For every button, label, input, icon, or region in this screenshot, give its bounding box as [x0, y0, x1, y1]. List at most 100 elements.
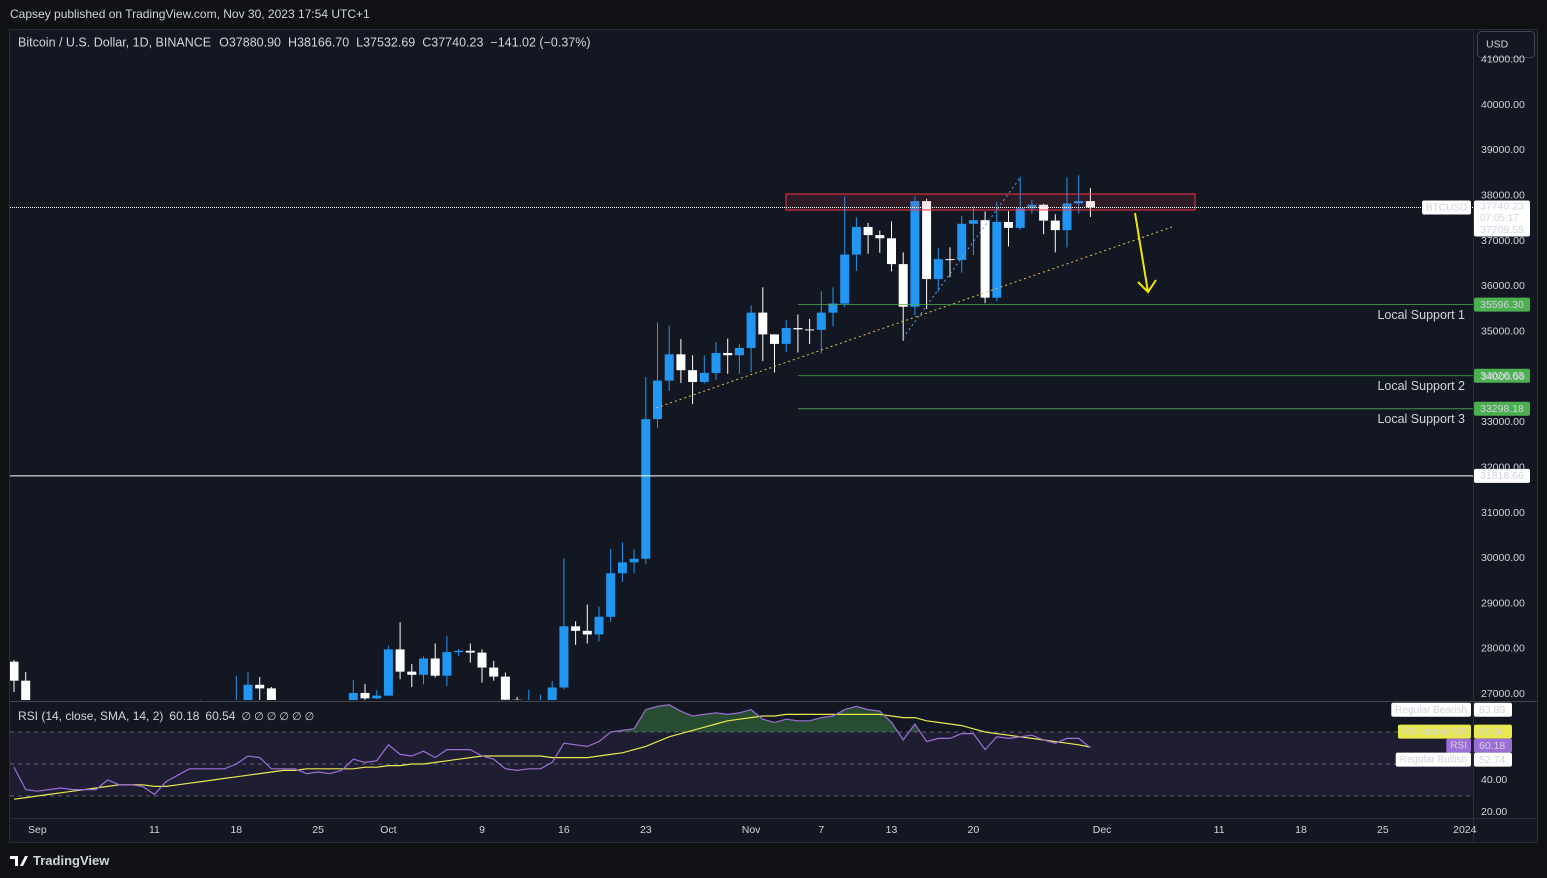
y-tick-label: 32000.00	[1481, 461, 1525, 473]
x-tick-label: 18	[230, 824, 242, 836]
candle-body	[828, 303, 838, 313]
x-tick-label: 9	[479, 824, 485, 836]
y-tick-label: 41000.00	[1481, 53, 1525, 65]
y-tick-label: 27000.00	[1481, 688, 1525, 700]
y-tick-label: 34000.00	[1481, 371, 1525, 383]
rsi-tick-label: 40.00	[1481, 774, 1507, 786]
rsi-value-tag	[1474, 702, 1512, 717]
candle-body	[734, 347, 744, 356]
last-price-tag	[1474, 200, 1530, 237]
candle-body	[992, 221, 1002, 298]
rsi-name-label: Regular Bullish	[1400, 755, 1467, 766]
candle-body	[664, 354, 674, 381]
x-tick-label: 2024	[1453, 824, 1477, 836]
currency-label[interactable]: USD	[1486, 38, 1509, 50]
candle-body	[547, 687, 557, 700]
y-tick-label: 28000.00	[1481, 643, 1525, 655]
candle-body	[816, 312, 826, 330]
candle-body	[419, 658, 428, 675]
price-pane	[10, 175, 1095, 700]
x-tick-label: 23	[640, 824, 652, 836]
candle-body	[805, 329, 815, 331]
candle-body	[21, 680, 31, 700]
price-tag-label: 33298.18	[1480, 403, 1524, 415]
candle-body	[851, 226, 861, 255]
y-tick-label: 33000.00	[1481, 416, 1525, 428]
candle-body	[1085, 201, 1095, 208]
ohlc-value: C37740.23	[422, 35, 483, 49]
x-tick-label: 13	[886, 824, 898, 836]
candle-body	[430, 658, 440, 676]
resistance-zone	[785, 193, 1196, 211]
candle-body	[1027, 204, 1037, 209]
candle-body	[266, 688, 276, 700]
rsi-name-tag	[1446, 738, 1471, 753]
rsi-legend-icons: ∅ ∅ ∅ ∅ ∅ ∅	[241, 711, 314, 723]
rsi-name-label: Regular Bearish	[1395, 705, 1467, 716]
candle-body	[606, 573, 616, 617]
x-tick-label: Dec	[1093, 824, 1112, 836]
candle-body	[653, 380, 662, 420]
currency-button[interactable]	[1477, 31, 1535, 58]
x-tick-label: 20	[968, 824, 980, 836]
candle-body	[933, 259, 943, 280]
price-tag	[1474, 401, 1530, 416]
candle-body	[617, 562, 627, 574]
chart-panel	[9, 29, 1538, 843]
candle-body	[723, 352, 733, 356]
candle-body	[840, 254, 850, 304]
candle-body	[454, 650, 464, 653]
price-tag	[1474, 368, 1530, 383]
ohlc-value: O37880.90	[219, 35, 281, 49]
rsi-value-label: 60.18	[1479, 740, 1505, 752]
candle-body	[688, 370, 698, 382]
logo-mark	[10, 856, 28, 866]
candle-body	[512, 699, 522, 700]
candle-body	[699, 372, 709, 382]
price-tag	[1474, 297, 1530, 312]
y-tick-label: 38000.00	[1481, 189, 1525, 201]
arrow	[1134, 212, 1157, 294]
line-label: Local Support 2	[1377, 379, 1465, 393]
candle-body	[383, 649, 393, 696]
rsi-line	[13, 713, 1091, 800]
candle-body	[1015, 208, 1025, 228]
x-tick-label: Sep	[28, 824, 47, 836]
x-tick-label: 18	[1295, 824, 1307, 836]
second-price-label: 37709.55	[1480, 224, 1524, 236]
rsi-name-tag	[1395, 752, 1471, 767]
rsi-value-label: 60.54	[1479, 726, 1505, 738]
candle-body	[980, 220, 990, 298]
y-tick-label: 31000.00	[1481, 507, 1525, 519]
rsi-value-label: 83.89	[1479, 704, 1505, 716]
rsi-legend-value: 60.18	[169, 709, 199, 723]
drawings	[655, 177, 1196, 409]
candle-body	[395, 649, 405, 672]
x-tick-label: 7	[818, 824, 824, 836]
candle-body	[571, 626, 581, 631]
price-tag-label: 34026.63	[1480, 370, 1524, 382]
countdown: 07:05:17	[1480, 213, 1519, 224]
rsi-legend-value: 60.54	[205, 709, 235, 723]
candle-body	[594, 616, 604, 635]
candle-body	[957, 223, 967, 261]
price-tag-label: 31818.66	[1480, 470, 1524, 482]
candle-body	[781, 328, 791, 344]
x-tick-label: Nov	[742, 824, 761, 836]
candle-body	[711, 352, 721, 373]
y-tick-label: 36000.00	[1481, 280, 1525, 292]
rsi-tick-label: 20.00	[1481, 806, 1507, 818]
y-tick-label: 40000.00	[1481, 99, 1525, 111]
x-tick-label: 25	[312, 824, 324, 836]
candle-body	[875, 235, 885, 239]
rsi-value-tag	[1474, 752, 1512, 767]
candle-body	[465, 650, 475, 653]
ohlc-value: −141.02 (−0.37%)	[490, 35, 590, 49]
candle-body	[582, 630, 592, 635]
candle-body	[10, 661, 19, 681]
rsi-name-tag	[1397, 724, 1471, 739]
trendline	[655, 226, 1173, 409]
y-tick-label: 29000.00	[1481, 597, 1525, 609]
candle-body	[1039, 204, 1049, 221]
